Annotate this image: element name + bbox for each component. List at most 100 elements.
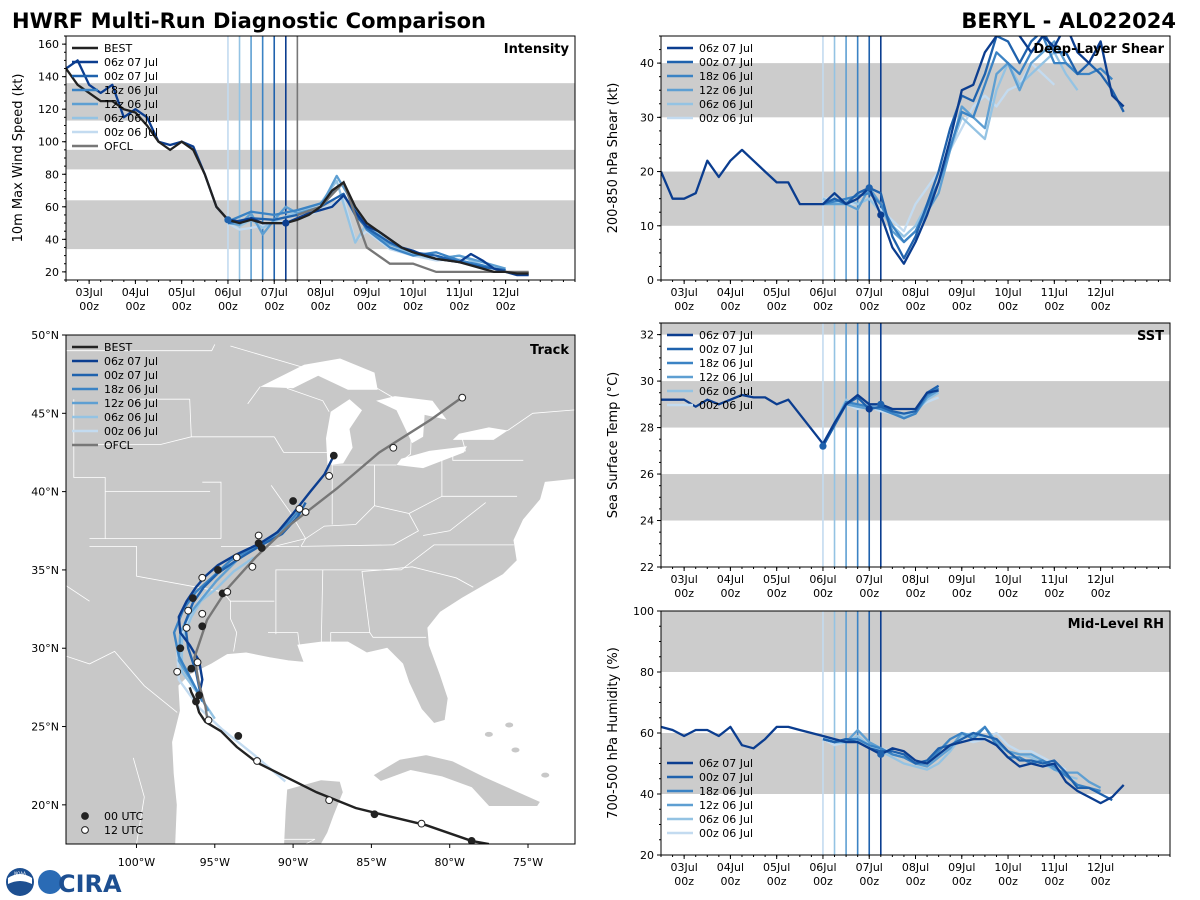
- intensity-ytick-label: 140: [38, 71, 59, 84]
- shear-xtick-sublabel: 00z: [998, 300, 1018, 313]
- track-00utc-marker: [187, 664, 196, 673]
- sst-init-marker-2: [877, 400, 885, 408]
- panel-rh: 2040608010003Jul00z04Jul00z05Jul00z06Jul…: [606, 605, 1171, 888]
- track-border-line-34: [286, 387, 330, 412]
- intensity-xtick-label: 06Jul: [214, 286, 241, 299]
- rh-xtick-label: 10Jul: [994, 861, 1021, 874]
- rh-xtick-sublabel: 00z: [813, 875, 833, 888]
- storm-id-title: BERYL - AL022024: [961, 9, 1176, 33]
- track-border-line-11: [369, 632, 427, 638]
- track-lake-superior: [260, 358, 378, 390]
- shear-xtick-sublabel: 00z: [952, 300, 972, 313]
- sst-legend-label: 18z 06 Jul: [699, 357, 753, 370]
- figure-title: HWRF Multi-Run Diagnostic Comparison: [12, 9, 486, 33]
- track-legend-label: 12z 06 Jul: [104, 397, 158, 410]
- rh-series-18z-06-Jul: [822, 725, 1101, 793]
- track-border-line-14: [300, 544, 394, 547]
- sst-xtick-label: 07Jul: [856, 573, 883, 586]
- track-00utc-marker: [234, 732, 243, 740]
- shear-xtick-sublabel: 00z: [767, 300, 787, 313]
- track-legend-label: OFCL: [104, 439, 134, 452]
- sst-legend-label: 00z 06 Jul: [699, 399, 753, 412]
- rh-xtick-sublabel: 00z: [1044, 875, 1064, 888]
- shear-xtick-label: 08Jul: [902, 286, 929, 299]
- track-border-line-8: [268, 632, 300, 646]
- track-border-line-29: [73, 399, 192, 446]
- track-12utc-marker: [232, 553, 241, 562]
- rh-panel-title: Mid-Level RH: [1068, 617, 1164, 632]
- shear-legend-label: 18z 06 Jul: [699, 70, 753, 83]
- track-frame: [65, 334, 576, 845]
- sst-xtick-label: 08Jul: [902, 573, 929, 586]
- intensity-ytick-label: 60: [45, 201, 59, 214]
- sst-plot-area: [661, 323, 1170, 567]
- sst-ytick-label: 22: [640, 561, 654, 574]
- track-xtick-label: 75°W: [513, 856, 543, 869]
- sst-xtick-label: 11Jul: [1041, 573, 1068, 586]
- shear-legend-label: 06z 07 Jul: [699, 42, 753, 55]
- track-border-line-32: [273, 436, 285, 453]
- track-border-line-37: [283, 838, 316, 844]
- track-12utc-marker: [198, 573, 207, 582]
- intensity-xtick-sublabel: 00z: [449, 300, 469, 313]
- noaa-logo-wave: [8, 874, 32, 884]
- track-best-12utc-marker: [417, 819, 426, 828]
- sst-xtick-sublabel: 00z: [1044, 587, 1064, 600]
- sst-series-06z-07-Jul: [661, 389, 939, 445]
- sst-series-18z-06-Jul: [821, 387, 940, 447]
- intensity-xtick-label: 07Jul: [261, 286, 288, 299]
- track-xtick-label: 100°W: [118, 856, 155, 869]
- track-border-line-9: [275, 569, 324, 643]
- track-island-2: [511, 747, 520, 753]
- rh-xtick-sublabel: 00z: [952, 875, 972, 888]
- sst-ytick-label: 32: [640, 329, 654, 342]
- rh-xtick-label: 04Jul: [717, 861, 744, 874]
- shear-plot-area: [661, 36, 1170, 280]
- shear-xtick-label: 03Jul: [670, 286, 697, 299]
- sst-band-1: [661, 381, 1170, 428]
- rh-xtick-sublabel: 00z: [1091, 875, 1111, 888]
- shear-ylabel: 200-850 hPa Shear (kt): [606, 83, 621, 234]
- track-border-line-28: [73, 399, 106, 539]
- rh-ytick-label: 80: [640, 666, 654, 679]
- shear-xtick-label: 09Jul: [948, 286, 975, 299]
- cira-logo-text: CIRA: [58, 870, 122, 898]
- rh-ytick-label: 100: [633, 605, 654, 618]
- rh-xtick-sublabel: 00z: [859, 875, 879, 888]
- rh-xtick-label: 09Jul: [948, 861, 975, 874]
- sst-xtick-label: 10Jul: [994, 573, 1021, 586]
- track-series-06z-06-Jul: [180, 556, 255, 720]
- sst-xtick-label: 04Jul: [717, 573, 744, 586]
- rh-legend-label: 12z 06 Jul: [699, 799, 753, 812]
- panel-track: 100°W 95°W 90°W 85°W 80°W 75°W 20°N 25°N 30°N 35°…: [31, 329, 576, 869]
- shear-xtick-sublabel: 00z: [906, 300, 926, 313]
- shear-xtick-sublabel: 00z: [1091, 300, 1111, 313]
- intensity-xtick-sublabel: 00z: [218, 300, 238, 313]
- panel-sst: 22242628303203Jul00z04Jul00z05Jul00z06Ju…: [606, 322, 1171, 600]
- sst-xtick-sublabel: 00z: [859, 587, 879, 600]
- track-00utc-marker: [176, 644, 185, 653]
- track-ytick-label: 35°N: [31, 564, 59, 577]
- sst-xtick-sublabel: 00z: [721, 587, 741, 600]
- track-border-line-1: [66, 650, 178, 713]
- rh-xtick-label: 05Jul: [763, 861, 790, 874]
- intensity-xtick-sublabel: 00z: [496, 300, 516, 313]
- sst-ytick-label: 24: [640, 515, 654, 528]
- track-border-line-24: [423, 502, 486, 536]
- track-12utc-marker: [193, 658, 202, 667]
- track-ofcl-12utc-marker: [301, 508, 310, 516]
- track-00utc-marker: [329, 451, 338, 460]
- shear-band-0: [661, 171, 1170, 226]
- track-00utc-marker: [214, 566, 222, 574]
- intensity-legend-label: 00z 07 Jul: [104, 70, 158, 83]
- intensity-series-best: [66, 67, 529, 275]
- shear-init-marker-1: [877, 211, 885, 219]
- shear-band-1: [661, 63, 1170, 118]
- logo-group: NOAA CIRA: [6, 868, 122, 898]
- intensity-xtick-sublabel: 00z: [172, 300, 192, 313]
- intensity-legend-label: BEST: [104, 42, 132, 55]
- sst-xtick-sublabel: 00z: [906, 587, 926, 600]
- track-12utc-marker: [182, 623, 191, 632]
- rh-ylabel: 700-500 hPa Humidity (%): [606, 647, 621, 819]
